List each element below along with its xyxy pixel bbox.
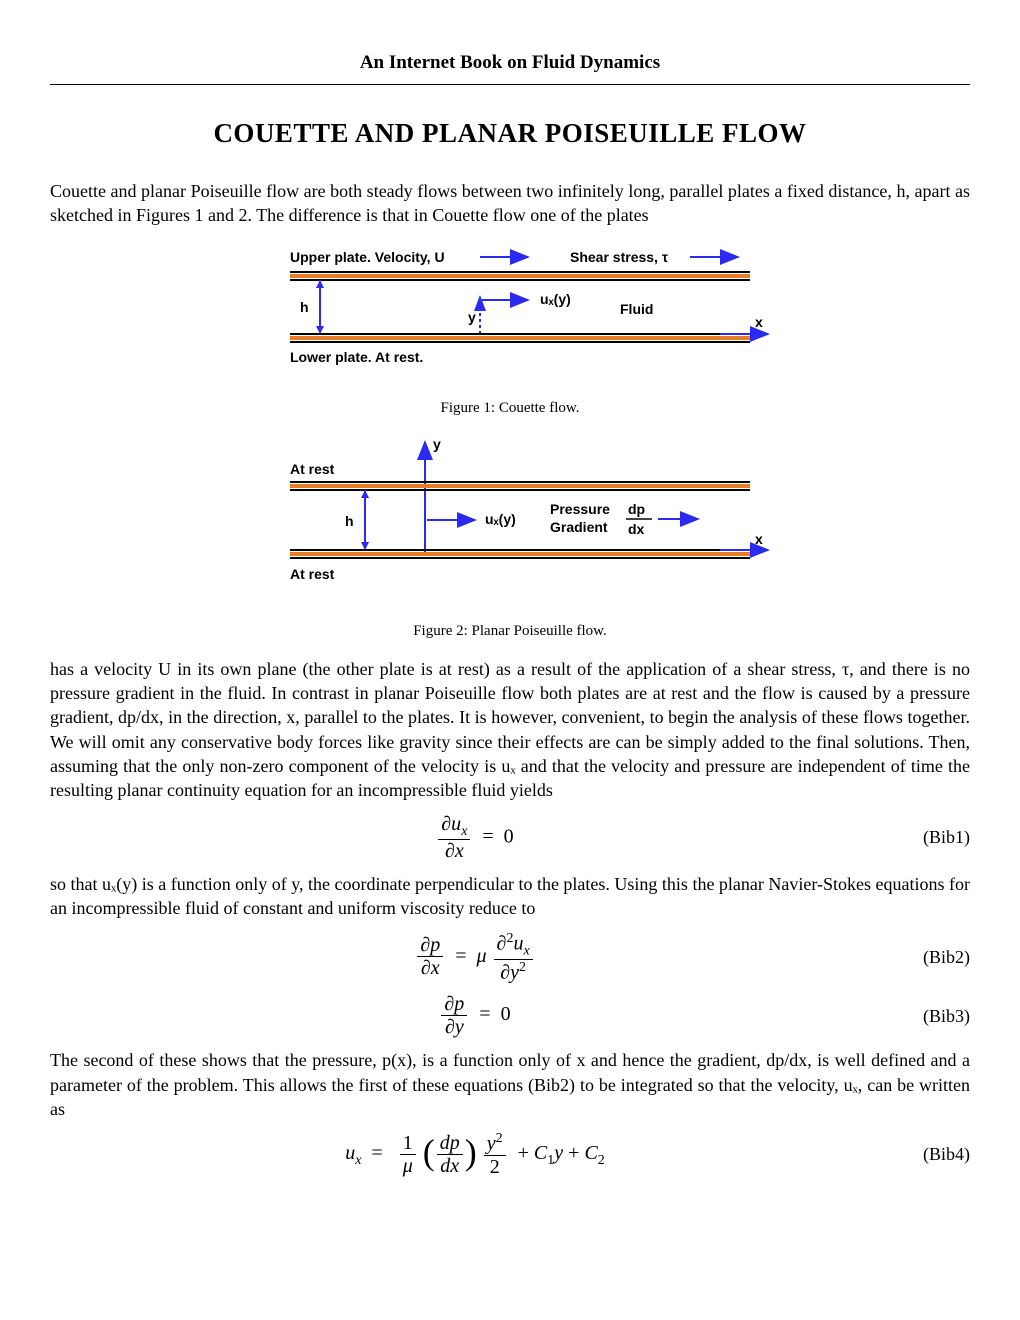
fig1-fluid-label: Fluid [620,301,653,317]
fig2-ux-label: uₓ(y) [485,511,516,527]
figure-2-caption: Figure 2: Planar Poiseuille flow. [50,621,970,641]
figure-2: y At rest h uₓ(y) Pressure Gradient dp d… [50,434,970,610]
paragraph-1: Couette and planar Poiseuille flow are b… [50,179,970,228]
eq-label-bib2: (Bib2) [900,945,970,969]
eq-label-bib1: (Bib1) [900,825,970,849]
eq-label-bib4: (Bib4) [900,1142,970,1166]
fig1-h-label: h [300,299,309,315]
fig2-y-label: y [433,436,441,452]
equation-bib3: ∂p∂y = 0 (Bib3) [50,993,970,1038]
fig1-lower-label: Lower plate. At rest. [290,349,423,365]
fig1-upper-label: Upper plate. Velocity, U [290,249,445,265]
couette-flow-diagram: Upper plate. Velocity, U Shear stress, τ… [250,242,770,382]
fig2-atrest-bottom: At rest [290,566,335,582]
equation-bib1: ∂ux∂x = 0 (Bib1) [50,813,970,862]
equation-bib2: ∂p∂x = μ ∂2ux∂y2 (Bib2) [50,931,970,984]
poiseuille-flow-diagram: y At rest h uₓ(y) Pressure Gradient dp d… [250,434,770,604]
paragraph-4: The second of these shows that the press… [50,1048,970,1121]
fig1-x-label: x [755,314,763,330]
book-header: An Internet Book on Fluid Dynamics [50,50,970,85]
eq-label-bib3: (Bib3) [900,1004,970,1028]
fig1-y-label: y [468,309,476,325]
fig1-shear-label: Shear stress, τ [570,249,669,265]
page-title: COUETTE AND PLANAR POISEUILLE FLOW [50,115,970,151]
fig2-dx-label: dx [628,521,645,537]
figure-1-caption: Figure 1: Couette flow. [50,398,970,418]
fig2-atrest-top: At rest [290,461,335,477]
fig2-gradient-label: Gradient [550,519,608,535]
figure-1: Upper plate. Velocity, U Shear stress, τ… [50,242,970,388]
fig2-h-label: h [345,513,354,529]
equation-bib4: ux = 1μ (dpdx) y22 + C1y + C2 (Bib4) [50,1131,970,1178]
paragraph-3: so that uₓ(y) is a function only of y, t… [50,872,970,921]
fig2-pressure-label: Pressure [550,501,610,517]
paragraph-2: has a velocity U in its own plane (the o… [50,657,970,803]
fig2-dp-label: dp [628,501,645,517]
fig1-ux-label: uₓ(y) [540,291,571,307]
fig2-x-label: x [755,531,763,547]
